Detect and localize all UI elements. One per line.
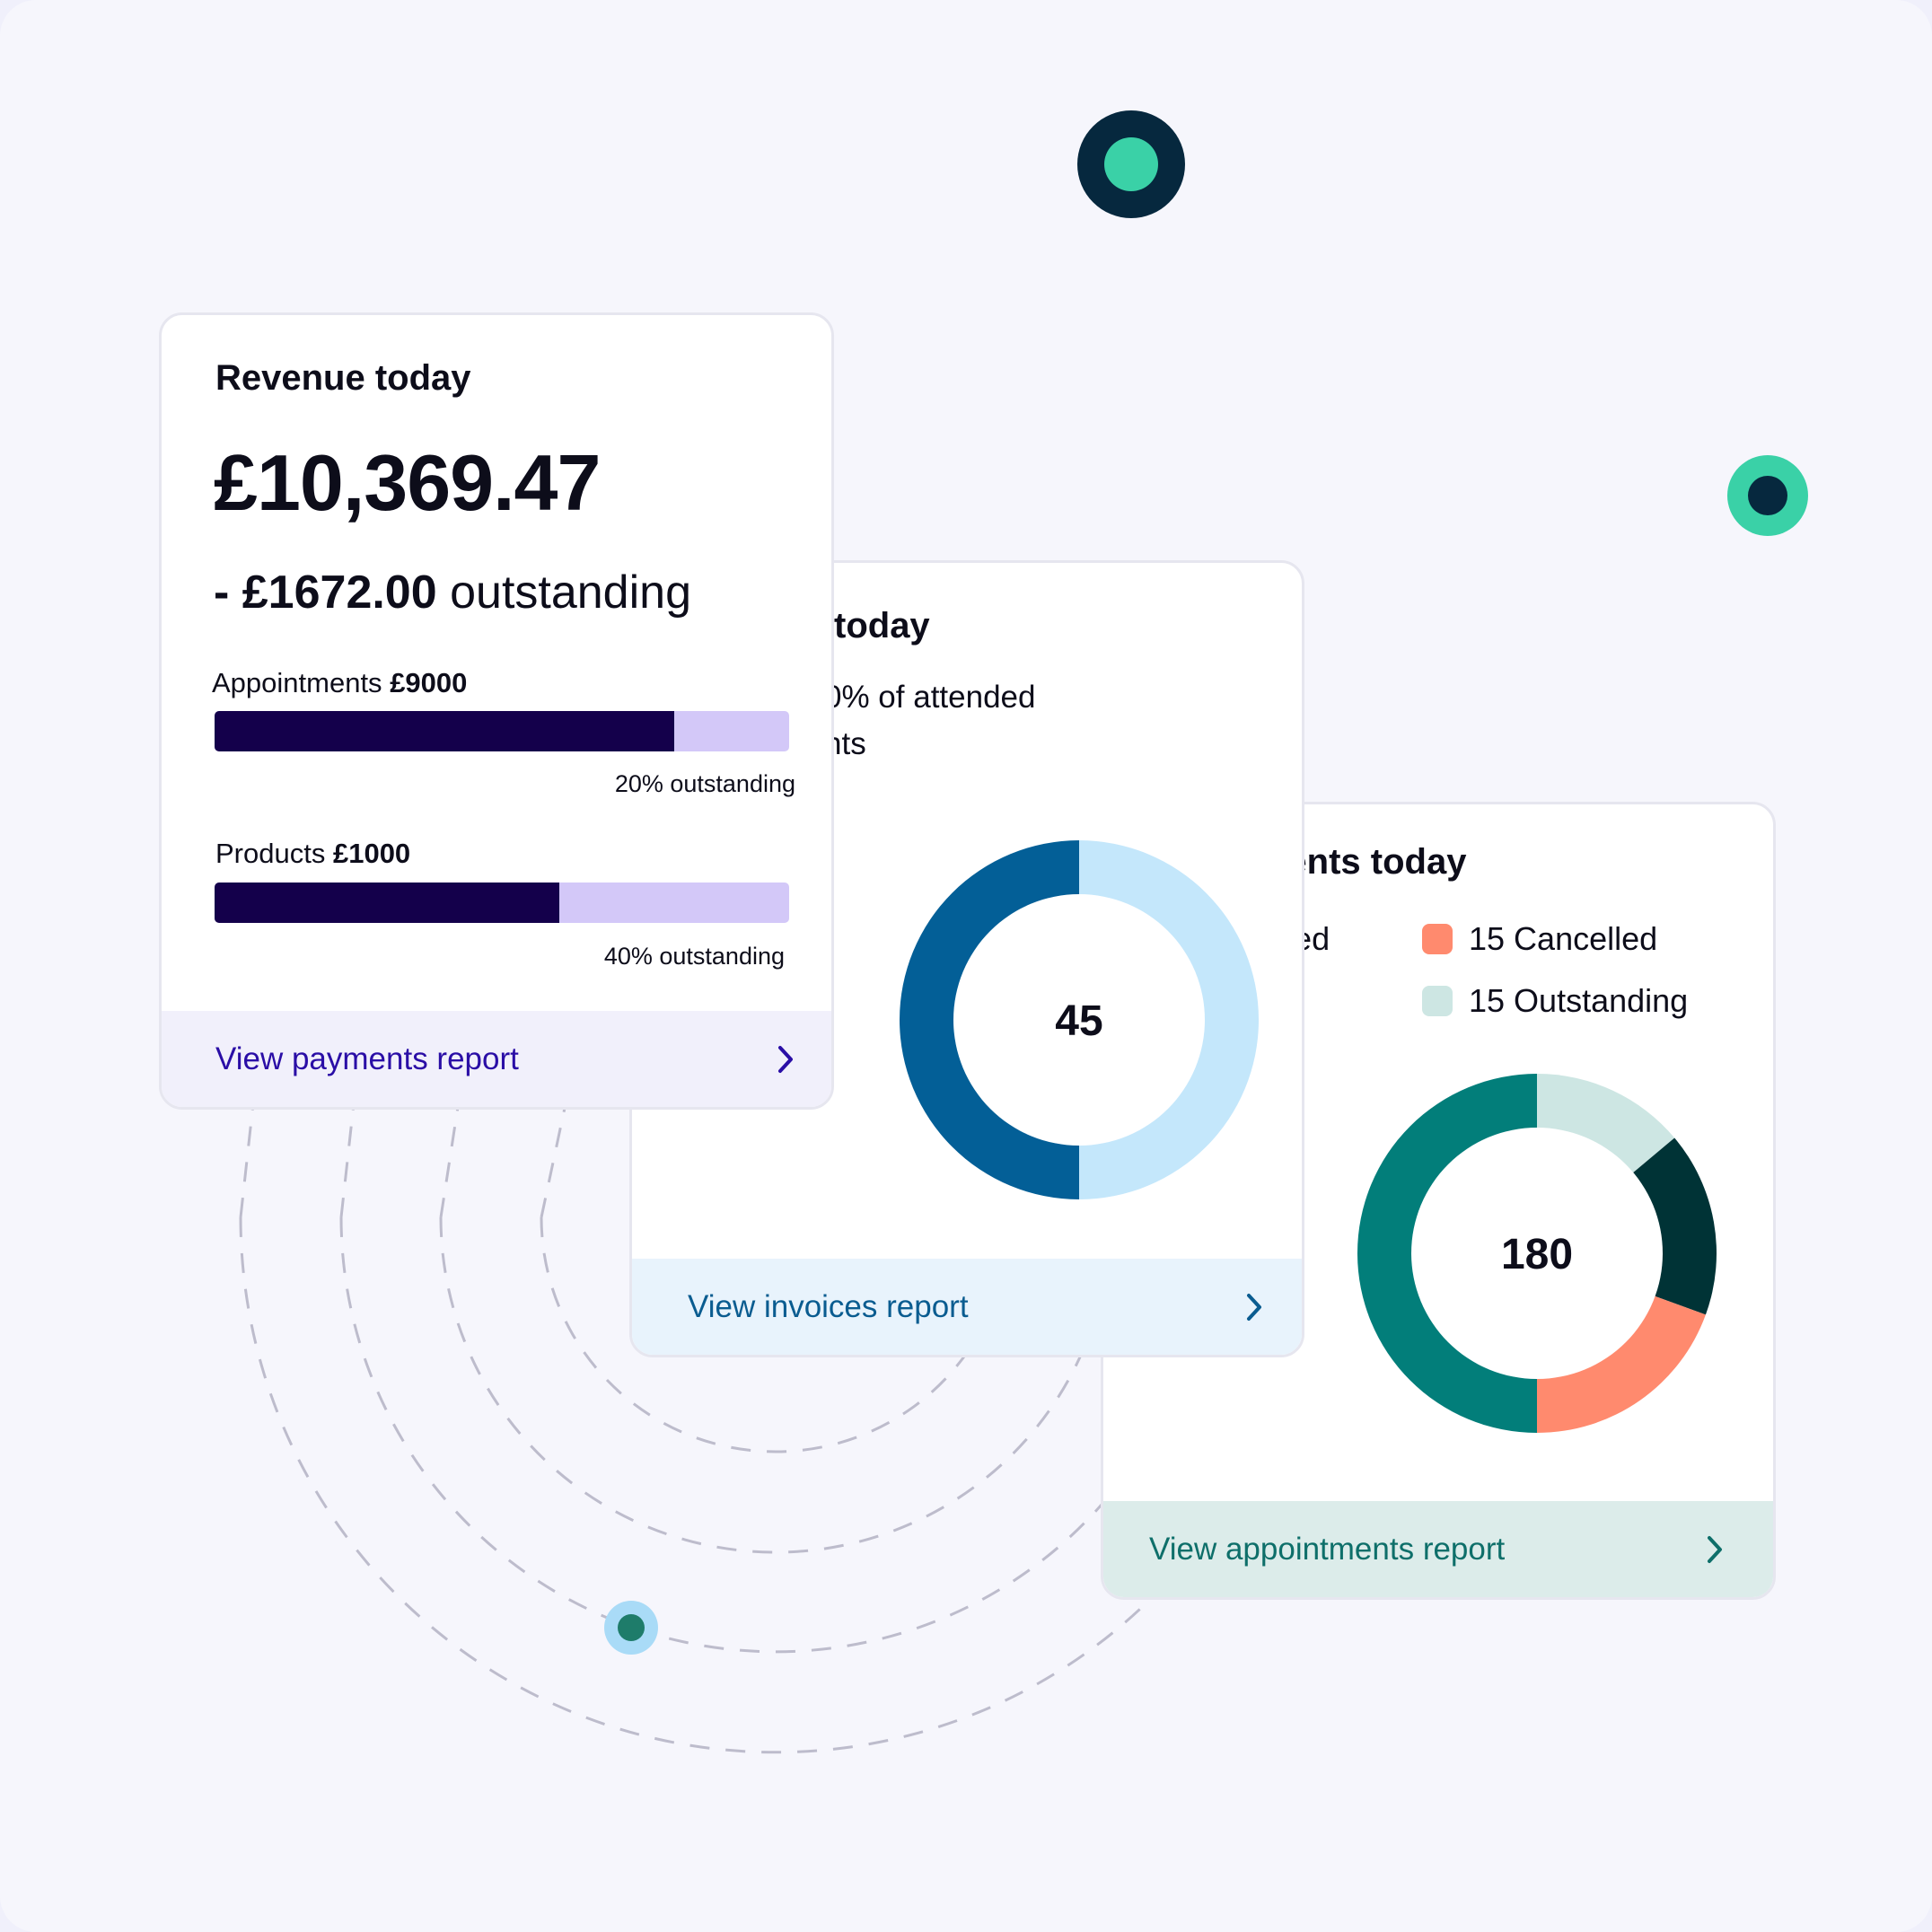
legend-outstanding-swatch [1422, 986, 1453, 1016]
decor-dot-right [1727, 455, 1808, 536]
appointments-value: £9000 [390, 667, 468, 698]
products-value: £1000 [332, 838, 411, 869]
invoices-donut-chart: 45 [900, 840, 1259, 1199]
products-revenue-label: Products £1000 [215, 838, 410, 870]
view-invoices-report-label: View invoices report [688, 1288, 969, 1324]
legend-cancelled: 15 Cancelled [1422, 920, 1657, 958]
revenue-outstanding-label: outstanding [450, 566, 691, 619]
revenue-outstanding: - £1672.00 outstanding [214, 566, 691, 619]
view-invoices-report-link[interactable]: View invoices report [632, 1259, 1302, 1355]
products-label: Products [215, 838, 326, 869]
chevron-right-icon [778, 1045, 793, 1073]
appointments-donut-hole [1411, 1128, 1663, 1379]
revenue-card-title: Revenue today [215, 358, 471, 398]
appointments-progress-bar [215, 711, 789, 751]
appointments-revenue-label: Appointments £9000 [212, 667, 467, 699]
dashed-line-4 [540, 1094, 569, 1218]
revenue-outstanding-amount: - £1672.00 [214, 566, 437, 619]
appointments-progress-fill [215, 711, 674, 751]
revenue-card: Revenue today £10,369.47 - £1672.00 outs… [159, 312, 834, 1110]
chevron-right-icon [1708, 1535, 1722, 1563]
revenue-amount: £10,369.47 [214, 438, 601, 527]
chevron-right-icon [1247, 1293, 1261, 1321]
products-progress-fill [215, 883, 559, 923]
invoices-subtitle-line2: nts [824, 726, 866, 761]
products-outstanding-note: 40% outstanding [603, 943, 785, 970]
view-appointments-report-link[interactable]: View appointments report [1103, 1501, 1773, 1597]
decor-dot-top [1077, 110, 1185, 218]
appointments-donut-chart: 180 [1357, 1074, 1717, 1433]
dashed-arc-2 [339, 1216, 1212, 1654]
appointments-total: 180 [1501, 1231, 1573, 1278]
decor-dot-bottom [604, 1601, 658, 1655]
legend-outstanding-label: 15 Outstanding [1469, 982, 1689, 1019]
invoices-card-subtitle: 0% of attended nts [824, 674, 1120, 768]
appointments-label: Appointments [212, 667, 382, 698]
view-payments-report-label: View payments report [215, 1041, 519, 1076]
dashed-line-2 [339, 1094, 356, 1218]
appointments-outstanding-note: 20% outstanding [614, 770, 795, 797]
view-appointments-report-label: View appointments report [1149, 1531, 1506, 1567]
invoices-total: 45 [1055, 997, 1102, 1045]
legend-cancelled-label: 15 Cancelled [1469, 920, 1658, 957]
dashed-line-1 [239, 1094, 256, 1218]
legend-cancelled-swatch [1422, 924, 1453, 954]
dashed-line-3 [439, 1094, 461, 1218]
view-payments-report-link[interactable]: View payments report [162, 1011, 831, 1107]
invoices-subtitle-line1: 0% of attended [824, 680, 1036, 715]
legend-outstanding: 15 Outstanding [1422, 982, 1688, 1020]
invoices-card-title: today [834, 606, 930, 645]
products-progress-bar [215, 883, 789, 923]
invoices-donut-hole [953, 894, 1205, 1146]
